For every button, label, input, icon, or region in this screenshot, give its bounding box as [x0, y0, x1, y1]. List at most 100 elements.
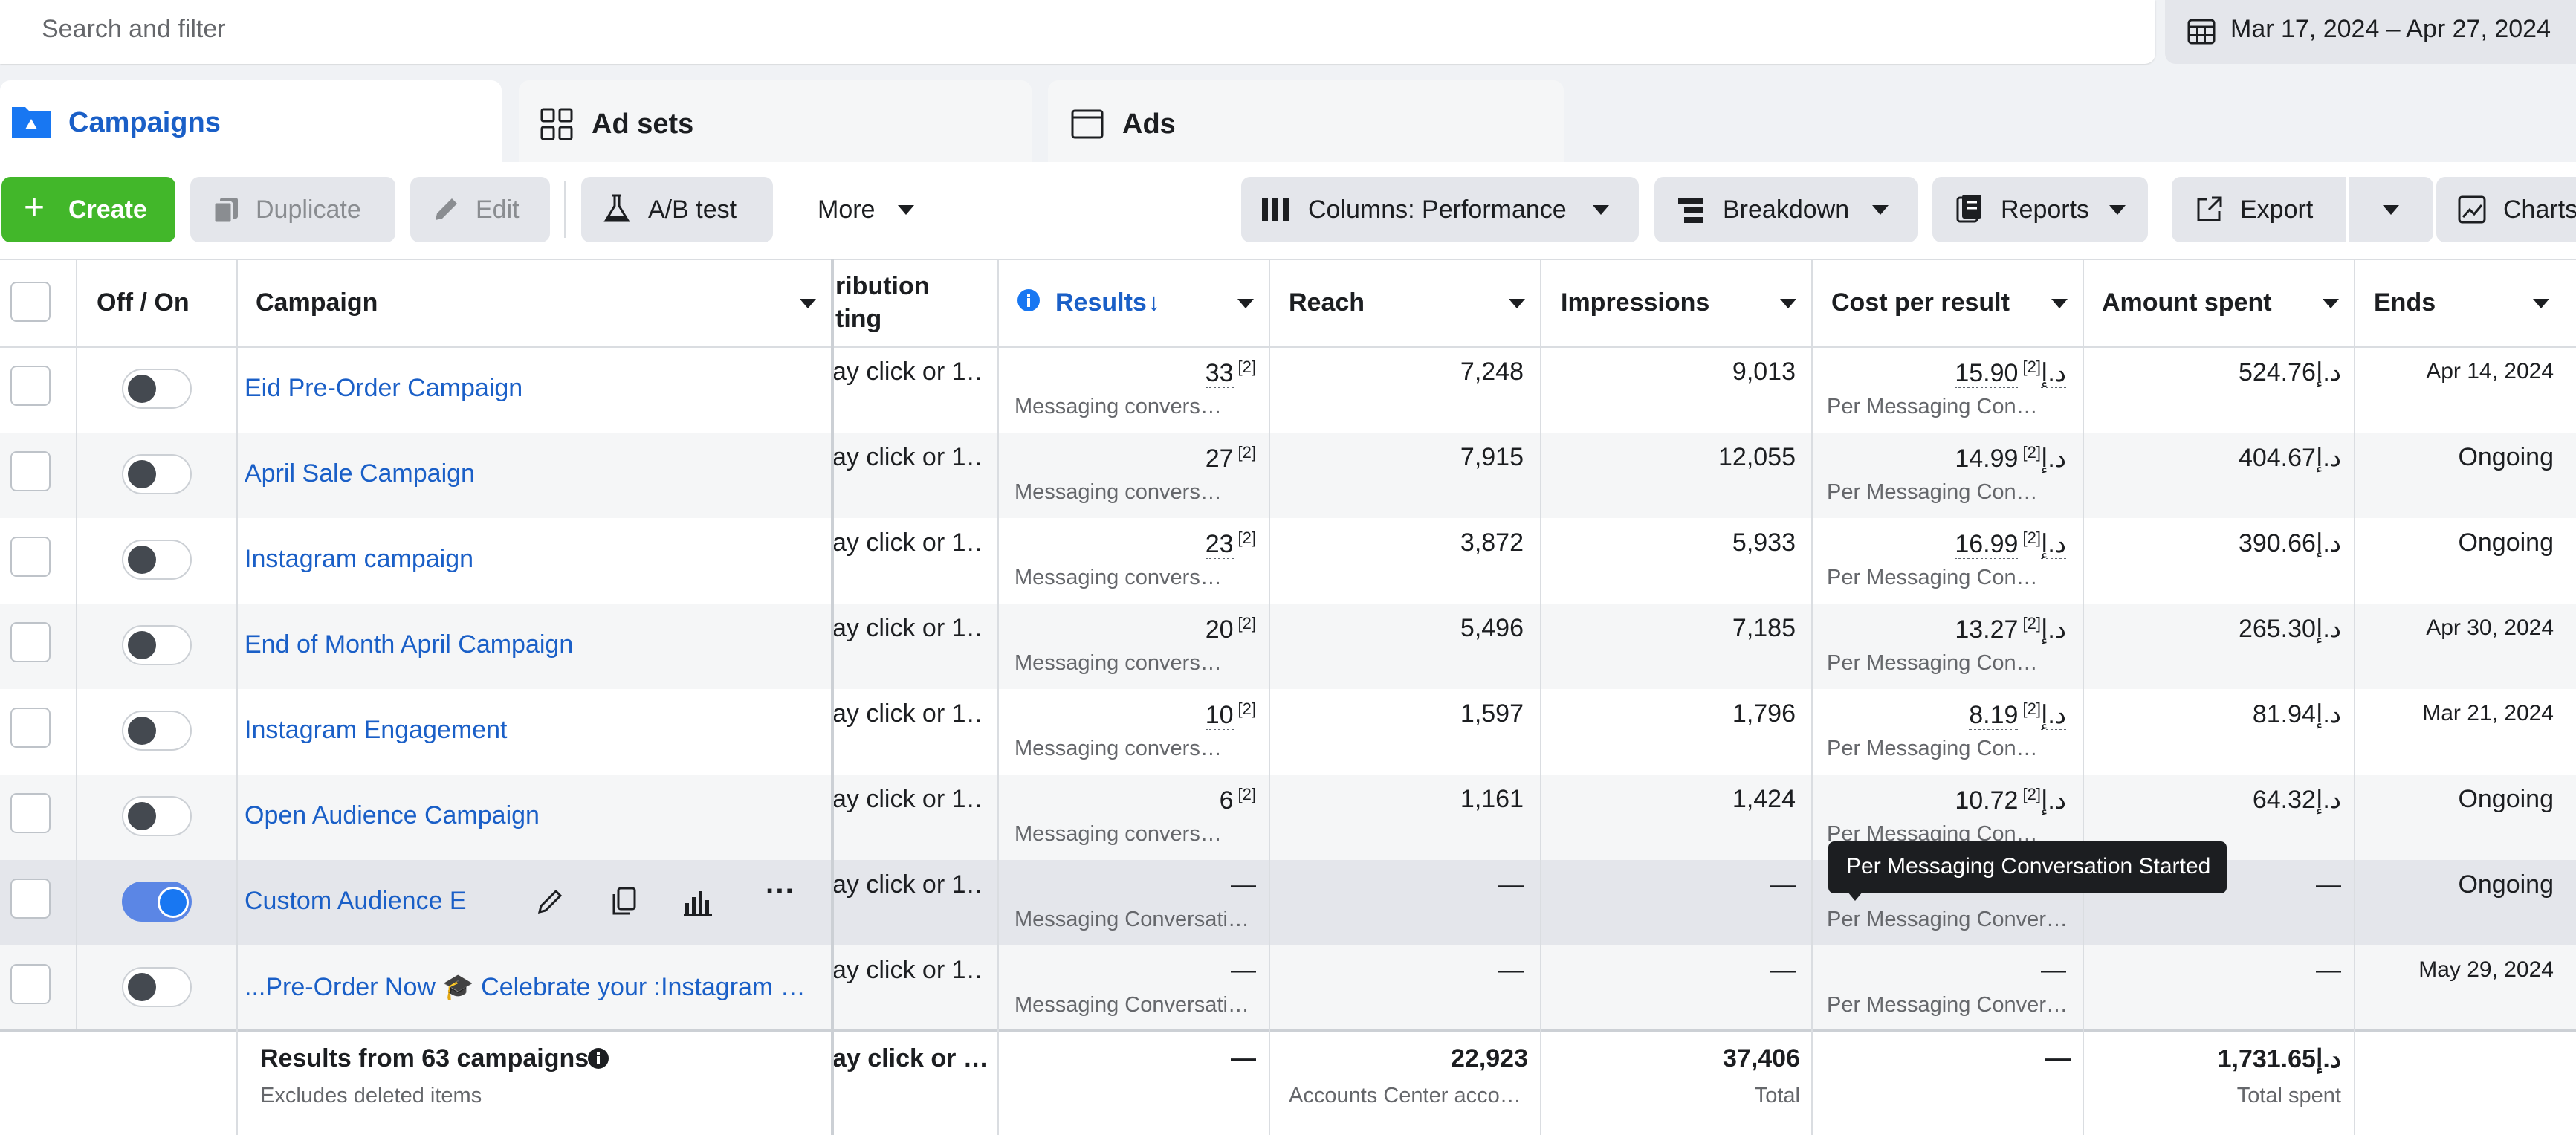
table-row[interactable]: Open Audience Campaign ay click or 1… 6[…	[0, 775, 2576, 860]
pencil-icon	[436, 198, 457, 220]
columns-button[interactable]: Columns: Performance	[1241, 177, 1639, 242]
caret-down-icon	[1593, 205, 1609, 215]
row-checkbox[interactable]	[10, 622, 51, 662]
table-row[interactable]: Instagram Engagement ay click or 1… 10 [2…	[0, 689, 2576, 775]
pencil-icon[interactable]	[534, 887, 565, 918]
header-campaign[interactable]: Campaign	[256, 288, 378, 317]
cost-value: 8.19د.إ[2]	[1813, 699, 2066, 731]
more-button[interactable]: More	[795, 177, 936, 242]
cost-value: 16.99د.إ[2]	[1813, 528, 2066, 560]
attribution-setting: ay click or 1…	[832, 614, 981, 642]
date-range-button[interactable]	[2165, 0, 2576, 64]
header-cost-per-result[interactable]: Cost per result	[1831, 288, 2010, 317]
results-type: Messaging convers…	[1014, 395, 1222, 418]
results-value: 23 [2]	[1003, 528, 1256, 560]
more-options-icon[interactable]: ···	[766, 875, 795, 908]
info-icon	[1017, 289, 1040, 311]
table-row[interactable]: Instagram campaign ay click or 1… 23 [2] …	[0, 518, 2576, 604]
tab-ad-sets[interactable]: Ad sets	[519, 80, 1032, 164]
campaign-toggle[interactable]	[122, 796, 192, 836]
cost-type: Per Messaging Con…	[1827, 480, 2038, 504]
header-amount-spent[interactable]: Amount spent	[2102, 288, 2272, 317]
caret-down-icon[interactable]	[2323, 299, 2339, 308]
amount-spent-value: —	[2316, 870, 2341, 899]
table-row[interactable]: ...Pre-Order Now 🎓 Celebrate your :Insta…	[0, 945, 2576, 1031]
cost-value: 10.72د.إ[2]	[1813, 785, 2066, 816]
table-row[interactable]: Eid Pre-Order Campaign ay click or 1… 33…	[0, 347, 2576, 433]
header-attribution-line1[interactable]: ribution	[835, 272, 930, 300]
amount-spent-value: 265.30د.إ	[2238, 615, 2341, 643]
column-divider	[1811, 259, 1813, 1135]
export-button[interactable]: Export	[2172, 177, 2346, 242]
campaign-name-link[interactable]: End of Month April Campaign	[245, 630, 574, 659]
column-divider	[76, 259, 77, 1029]
export-options-button[interactable]	[2349, 177, 2433, 242]
campaign-name-link[interactable]: Eid Pre-Order Campaign	[245, 374, 523, 402]
attribution-setting: ay click or 1…	[832, 870, 981, 899]
breakdown-button[interactable]: Breakdown	[1654, 177, 1918, 242]
folder-icon	[12, 107, 51, 138]
campaign-toggle[interactable]	[122, 967, 192, 1007]
header-results[interactable]: Results	[1055, 288, 1147, 317]
select-all-checkbox[interactable]	[10, 282, 51, 322]
header-off-on[interactable]: Off / On	[97, 288, 190, 317]
ends-value: Apr 30, 2024	[2426, 615, 2554, 640]
header-ends[interactable]: Ends	[2374, 288, 2436, 317]
charts-button[interactable]: Charts	[2436, 177, 2576, 242]
cost-type: Per Messaging Con…	[1827, 566, 2038, 589]
edit-button[interactable]: Edit	[410, 177, 550, 242]
sort-arrow-icon[interactable]: ↓	[1148, 288, 1160, 317]
caret-down-icon	[2109, 205, 2126, 215]
bar-chart-icon[interactable]	[682, 887, 713, 916]
caret-down-icon[interactable]	[1780, 299, 1796, 308]
duplicate-button[interactable]: Duplicate	[190, 177, 395, 242]
duplicate-icon[interactable]	[608, 885, 639, 918]
campaign-name-link[interactable]: Instagram Engagement	[245, 716, 508, 744]
create-button[interactable]: + Create	[1, 177, 175, 242]
caret-down-icon[interactable]	[800, 299, 816, 308]
search-input[interactable]: Search and filter	[42, 15, 226, 43]
table-row[interactable]: End of Month April Campaign ay click or …	[0, 604, 2576, 689]
row-checkbox[interactable]	[10, 964, 51, 1004]
row-checkbox[interactable]	[10, 537, 51, 577]
caret-down-icon[interactable]	[1509, 299, 1525, 308]
footer-reach: 22,923	[1451, 1044, 1528, 1073]
cost-type: Per Messaging Con…	[1827, 651, 2038, 675]
campaign-name-link[interactable]: Instagram campaign	[245, 545, 474, 573]
campaign-name-link[interactable]: ...Pre-Order Now 🎓 Celebrate your :Insta…	[245, 973, 806, 1001]
row-checkbox[interactable]	[10, 879, 51, 919]
table-row[interactable]: April Sale Campaign ay click or 1… 27 [2]…	[0, 433, 2576, 518]
caret-down-icon[interactable]	[2051, 299, 2068, 308]
results-type: Messaging convers…	[1014, 822, 1222, 846]
campaign-name-link[interactable]: Custom Audience En…	[245, 887, 467, 915]
campaign-name-link[interactable]: Open Audience Campaign	[245, 801, 540, 830]
row-checkbox[interactable]	[10, 366, 51, 406]
tab-campaigns[interactable]: Campaigns	[0, 80, 502, 164]
header-attribution-line2[interactable]: ting	[835, 305, 882, 333]
header-impressions[interactable]: Impressions	[1561, 288, 1710, 317]
campaign-toggle[interactable]	[122, 882, 192, 922]
reach-value: 7,248	[1460, 358, 1524, 386]
amount-spent-value: —	[2316, 956, 2341, 984]
campaign-toggle[interactable]	[122, 540, 192, 580]
tab-ads[interactable]: Ads	[1048, 80, 1564, 164]
campaign-toggle[interactable]	[122, 369, 192, 409]
footer-amount-spent-sub: Total spent	[2236, 1084, 2341, 1107]
row-checkbox[interactable]	[10, 793, 51, 833]
results-value: 27 [2]	[1003, 443, 1256, 474]
plus-icon: +	[24, 188, 45, 227]
campaign-toggle[interactable]	[122, 625, 192, 665]
campaign-toggle[interactable]	[122, 454, 192, 494]
caret-down-icon[interactable]	[1237, 299, 1254, 308]
row-checkbox[interactable]	[10, 708, 51, 748]
search-bar[interactable]	[0, 0, 2155, 64]
header-reach[interactable]: Reach	[1289, 288, 1365, 317]
caret-down-icon[interactable]	[2533, 299, 2549, 308]
attribution-setting: ay click or 1…	[832, 528, 981, 557]
campaign-name-link[interactable]: April Sale Campaign	[245, 459, 475, 488]
reach-value: —	[1498, 870, 1524, 899]
campaign-toggle[interactable]	[122, 711, 192, 751]
row-checkbox[interactable]	[10, 451, 51, 491]
reports-button[interactable]: Reports	[1932, 177, 2148, 242]
ab-test-button[interactable]: A/B test	[581, 177, 773, 242]
